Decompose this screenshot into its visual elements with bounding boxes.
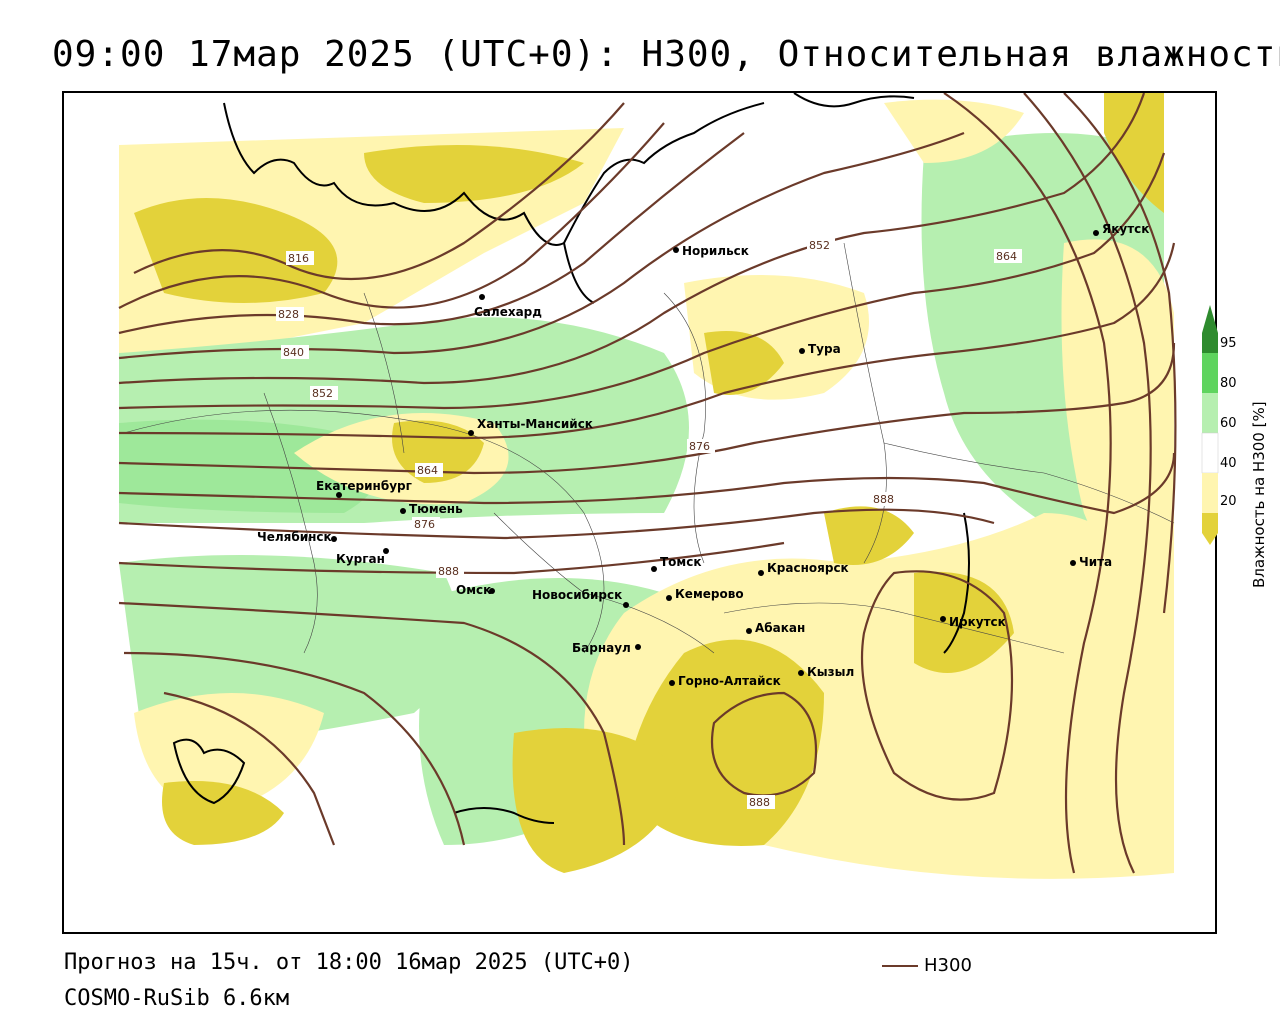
contour-label: 876 bbox=[414, 518, 435, 531]
city-label: Иркутск bbox=[949, 615, 1006, 629]
h300-contours bbox=[118, 93, 1177, 874]
contour-label: 852 bbox=[809, 239, 830, 252]
city-label: Кызыл bbox=[807, 665, 854, 679]
city-label: Тюмень bbox=[409, 502, 463, 516]
city-label: Новосибирск bbox=[532, 588, 622, 602]
colorbar-segment bbox=[1202, 393, 1218, 433]
city-label: Абакан bbox=[755, 621, 805, 635]
colorbar-top-arrow bbox=[1202, 305, 1218, 333]
humidity-colorbar bbox=[1200, 305, 1270, 595]
h300-legend-line bbox=[882, 964, 918, 967]
colorbar-tick: 60 bbox=[1220, 416, 1237, 431]
h300-legend: H300 bbox=[882, 955, 972, 976]
admin-boundaries bbox=[123, 242, 1175, 654]
contour-label: 816 bbox=[288, 252, 309, 265]
contour-label: 876 bbox=[689, 440, 710, 453]
map-title: 09:00 17мар 2025 (UTC+0): H300, Относите… bbox=[52, 34, 1280, 75]
city-label: Барнаул bbox=[572, 641, 631, 655]
model-name: COSMO-RuSib 6.6км bbox=[64, 986, 290, 1011]
city-label: Тура bbox=[808, 342, 841, 356]
city-label: Чита bbox=[1079, 555, 1112, 569]
city-label: Якутск bbox=[1102, 222, 1149, 236]
city-label: Норильск bbox=[682, 244, 749, 258]
forecast-info: Прогноз на 15ч. от 18:00 16мар 2025 (UTC… bbox=[64, 950, 634, 975]
colorbar-segment bbox=[1202, 473, 1218, 513]
map-area[interactable]: 816 828 840 852 864 876 888 852 864 876 … bbox=[62, 91, 1217, 934]
colorbar-tick: 40 bbox=[1220, 456, 1237, 471]
cities: Якутск Норильск Салехард Тура Ханты-Манс… bbox=[257, 222, 1149, 688]
colorbar-tick: 20 bbox=[1220, 494, 1237, 509]
colorbar-segment bbox=[1202, 333, 1218, 353]
city-label: Горно-Алтайск bbox=[678, 674, 781, 688]
city-label: Салехард bbox=[474, 305, 542, 319]
contour-label: 840 bbox=[283, 346, 304, 359]
city-label: Красноярск bbox=[767, 561, 849, 575]
contour-label: 828 bbox=[278, 308, 299, 321]
contour-label: 888 bbox=[749, 796, 770, 809]
city-label: Челябинск bbox=[257, 530, 332, 544]
colorbar-bottom-arrow bbox=[1202, 533, 1218, 545]
colorbar-segment bbox=[1202, 513, 1218, 533]
colorbar-title: Влажность на Н300 [%] bbox=[1250, 401, 1268, 588]
colorbar-tick: 80 bbox=[1220, 376, 1237, 391]
city-label: Ханты-Мансийск bbox=[477, 417, 593, 431]
colorbar-tick: 95 bbox=[1220, 336, 1237, 351]
city-label: Омск bbox=[456, 583, 491, 597]
contour-label: 864 bbox=[417, 464, 438, 477]
contour-label: 864 bbox=[996, 250, 1017, 263]
city-label: Кемерово bbox=[675, 587, 744, 601]
city-label: Екатеринбург bbox=[316, 479, 412, 493]
h300-legend-label: H300 bbox=[924, 955, 972, 976]
colorbar-segment bbox=[1202, 353, 1218, 393]
map-canvas: 816 828 840 852 864 876 888 852 864 876 … bbox=[118, 93, 1177, 879]
coastline bbox=[172, 93, 970, 824]
contour-label: 888 bbox=[873, 493, 894, 506]
contour-labels: 816 828 840 852 864 876 888 852 864 876 … bbox=[276, 238, 1022, 809]
city-label: Томск bbox=[660, 555, 702, 569]
colorbar-segment bbox=[1201, 432, 1219, 474]
city-label: Курган bbox=[336, 552, 385, 566]
contour-label: 888 bbox=[438, 565, 459, 578]
contour-label: 852 bbox=[312, 387, 333, 400]
